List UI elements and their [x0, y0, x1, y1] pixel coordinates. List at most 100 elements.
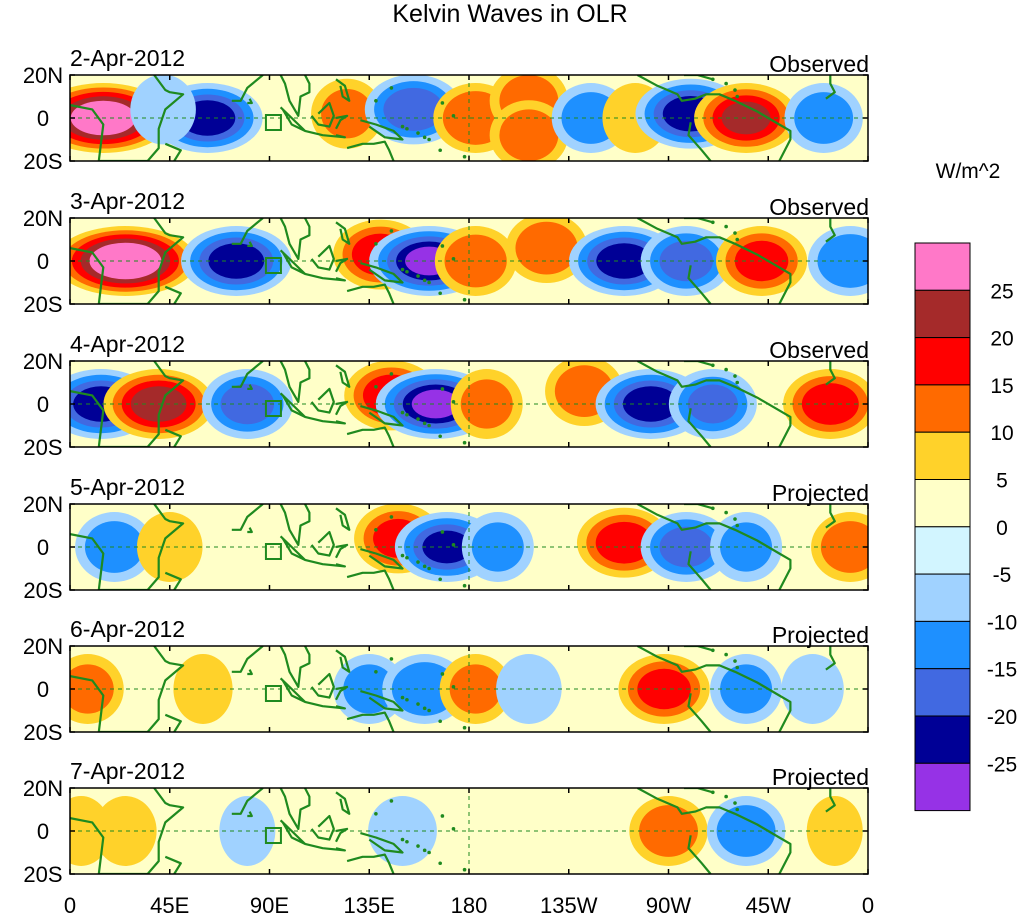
lat-label: 20S	[23, 292, 62, 317]
island	[733, 231, 737, 235]
contour-level	[817, 234, 868, 288]
lat-label: 20N	[23, 492, 63, 517]
contour-level	[173, 654, 233, 724]
anomaly-feature	[710, 512, 783, 582]
anomaly-feature	[710, 654, 783, 724]
coastline	[636, 646, 792, 732]
colorbar-swatch	[914, 620, 971, 670]
coastline	[335, 78, 351, 102]
coastline	[231, 646, 264, 673]
colorbar-swatch	[914, 479, 971, 528]
panel-status: Projected	[772, 622, 869, 648]
panel-date: 2-Apr-2012	[70, 45, 185, 71]
lon-label: 135E	[344, 893, 395, 918]
colorbar-tick-label: -5	[993, 564, 1012, 587]
lat-label: 20S	[23, 435, 62, 460]
region-box	[264, 685, 282, 702]
island	[451, 400, 456, 404]
colorbar-swatch	[914, 431, 971, 481]
colorbar: W/m^2 25 20 15 10 5 0 -5 -10 -15 -20 -25	[914, 160, 1017, 812]
coastline	[247, 98, 253, 105]
island	[724, 510, 728, 515]
island	[733, 374, 737, 378]
lat-label: 0	[37, 819, 49, 844]
island	[422, 848, 427, 853]
contour-level	[622, 386, 679, 422]
lat-label: 20S	[23, 578, 62, 603]
island	[374, 812, 378, 816]
island	[374, 528, 378, 532]
anomaly-feature	[434, 226, 517, 296]
island	[711, 363, 715, 368]
coastline	[346, 853, 395, 874]
coastline	[687, 408, 712, 447]
panel-date: 4-Apr-2012	[70, 331, 185, 357]
coastlines	[70, 218, 836, 304]
coastline	[164, 428, 182, 447]
island	[711, 506, 715, 511]
coastline	[231, 75, 264, 102]
island	[427, 850, 431, 855]
coastline	[346, 711, 395, 732]
panel-date: 3-Apr-2012	[70, 188, 185, 214]
island	[427, 566, 431, 571]
island	[440, 814, 445, 818]
anomaly-feature	[94, 796, 157, 866]
coastline	[231, 504, 264, 531]
island	[422, 135, 427, 140]
coastline	[687, 835, 712, 874]
island	[440, 387, 445, 391]
coastlines	[70, 75, 836, 161]
contour-level	[84, 521, 144, 573]
island	[438, 861, 442, 866]
island	[416, 560, 420, 564]
region-box	[264, 114, 282, 131]
coastline	[279, 361, 311, 403]
colorbar-tick-label: 10	[990, 422, 1013, 445]
colorbar-units: W/m^2	[936, 160, 1001, 183]
island	[451, 827, 456, 831]
island	[400, 267, 405, 272]
lon-label: 135W	[540, 893, 598, 918]
island	[422, 706, 427, 711]
contour-level	[595, 521, 653, 564]
anomaly-feature	[311, 78, 384, 149]
coastline	[164, 713, 182, 732]
island	[735, 380, 740, 385]
coastline	[687, 122, 712, 161]
contour-level	[515, 221, 578, 275]
coastline	[164, 142, 182, 161]
coastline	[310, 672, 335, 699]
island	[733, 801, 737, 805]
island	[416, 844, 420, 848]
panel-date: 6-Apr-2012	[70, 616, 185, 642]
lat-label: 20N	[23, 776, 63, 801]
longitude-axis: 0 45E 90E 135E 180 135W 90W 45W 0	[64, 893, 874, 918]
contour-level	[716, 805, 776, 857]
coastline	[247, 384, 253, 390]
anomaly-feature	[439, 654, 512, 724]
colorbar-tick-label: 20	[990, 328, 1013, 351]
colorbar-swatch	[914, 668, 971, 717]
lon-label: 90E	[250, 893, 289, 918]
region-box	[264, 543, 282, 560]
island	[405, 839, 409, 844]
island	[400, 837, 405, 842]
anomaly-feature	[807, 226, 868, 296]
panel-5: 6-Apr-2012 Projected 20N 0 20S	[23, 616, 869, 745]
lat-label: 0	[37, 392, 49, 417]
panel-4: 5-Apr-2012 Projected 20N 0 20S	[23, 474, 869, 603]
lat-label: 20N	[23, 206, 63, 231]
lat-label: 20N	[23, 634, 63, 659]
coastline	[164, 855, 182, 874]
contour-level	[444, 234, 507, 288]
island	[735, 807, 740, 812]
olr-field	[70, 788, 868, 874]
coastline	[346, 140, 395, 161]
island	[374, 385, 378, 389]
coastline	[687, 551, 712, 590]
olr-field	[70, 218, 868, 304]
colorbar-tick-label: 5	[996, 470, 1008, 493]
anomaly-feature	[489, 100, 569, 161]
